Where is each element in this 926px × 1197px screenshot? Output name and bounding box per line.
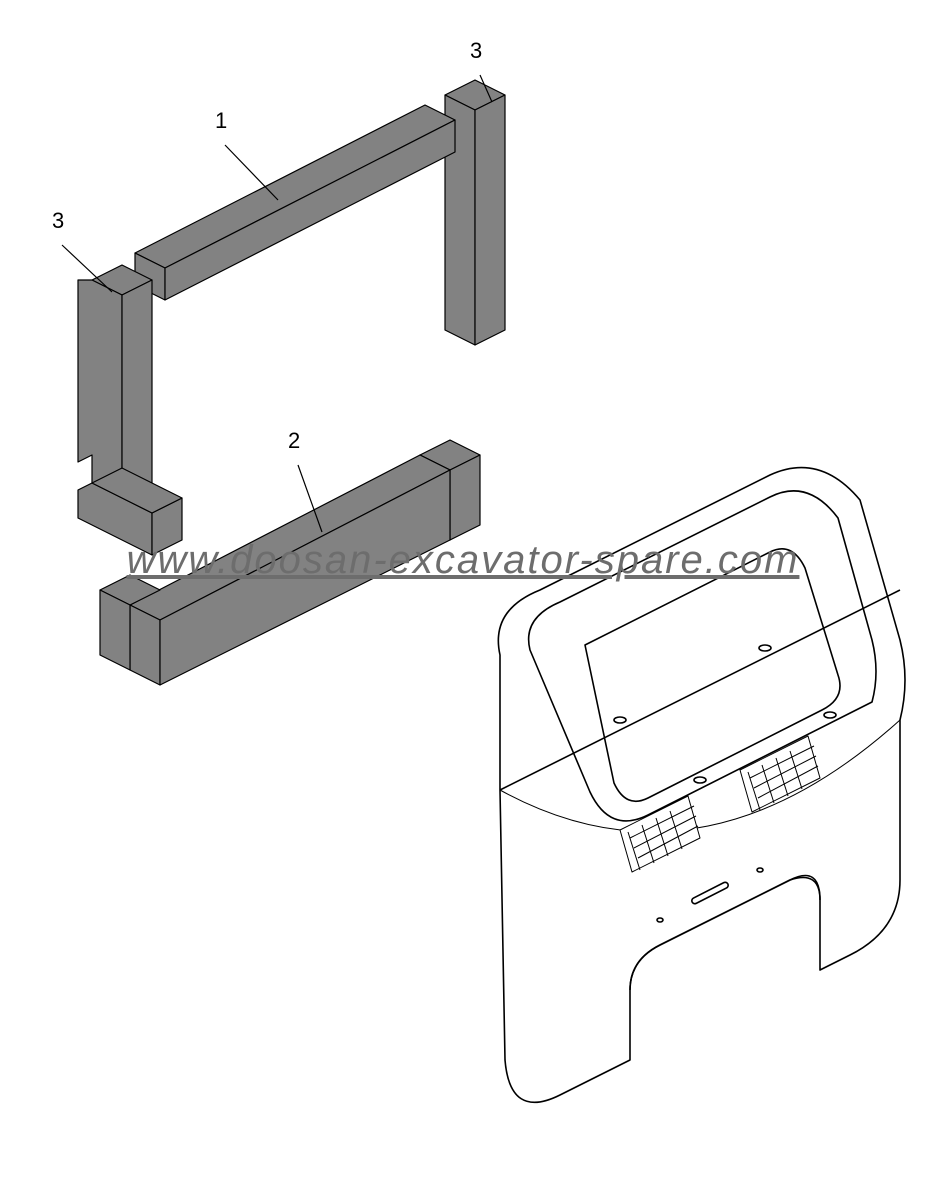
callout-2: 2	[288, 428, 300, 454]
top-bar	[135, 105, 455, 300]
callout-3a: 3	[52, 208, 64, 234]
diagram-canvas: 1 2 3 3 www.doosan-excavator-spare.com	[0, 0, 926, 1197]
bottom-bar	[100, 440, 480, 685]
callout-1: 1	[215, 108, 227, 134]
left-post	[78, 265, 182, 555]
diagram-svg	[0, 0, 926, 1197]
frame-group	[78, 80, 505, 685]
housing	[498, 468, 905, 1103]
callout-3b: 3	[470, 38, 482, 64]
